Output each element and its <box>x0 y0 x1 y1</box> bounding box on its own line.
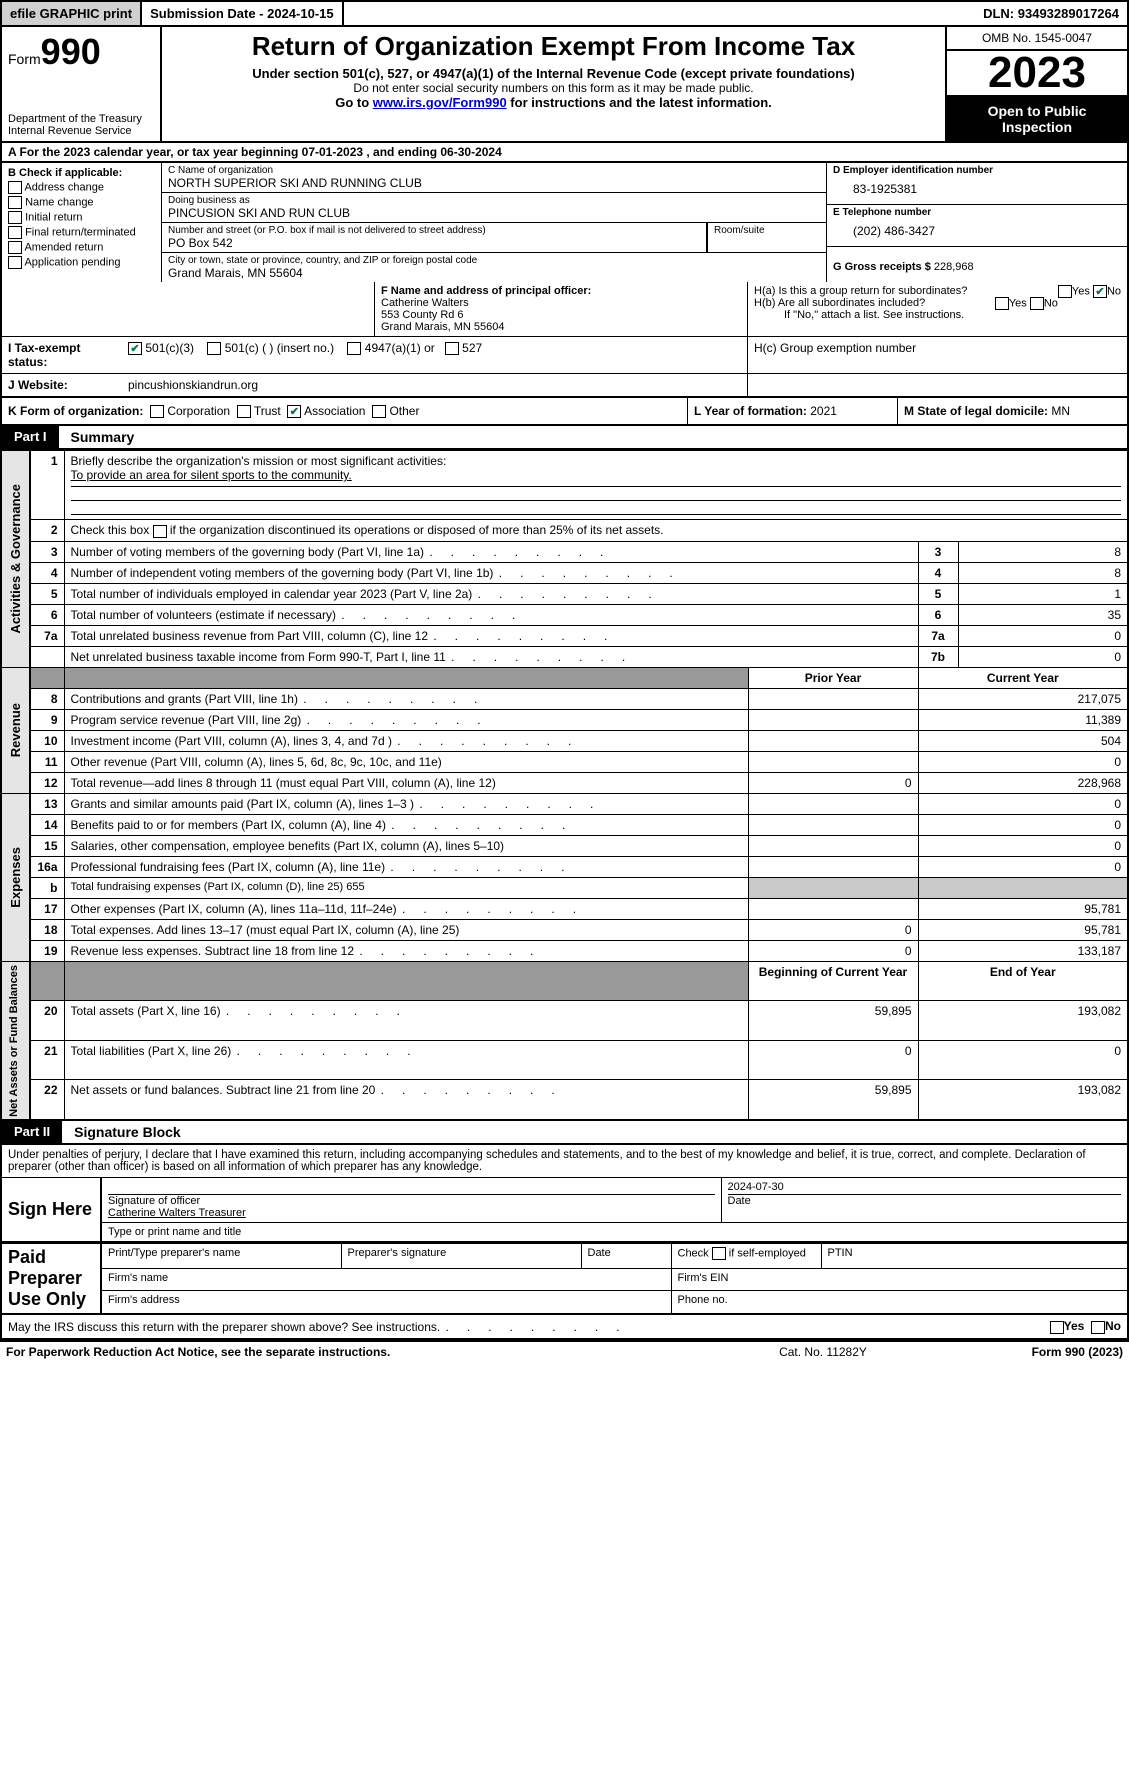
form-subtitle-2: Do not enter social security numbers on … <box>170 81 937 95</box>
form-ref: Form 990 (2023) <box>923 1345 1123 1359</box>
irs-link[interactable]: www.irs.gov/Form990 <box>373 95 507 110</box>
dln: DLN: 93493289017264 <box>975 2 1127 25</box>
chk-corp[interactable] <box>150 405 164 418</box>
hdr-prior-year: Prior Year <box>748 667 918 688</box>
firm-phone: Phone no. <box>671 1291 1128 1315</box>
ein-cell: D Employer identification number 83-1925… <box>827 163 1127 205</box>
chk-application-pending[interactable]: Application pending <box>8 256 155 269</box>
chk-final-return[interactable]: Final return/terminated <box>8 226 155 239</box>
sign-here-block: Sign Here Signature of officer Catherine… <box>0 1177 1129 1243</box>
chk-line2[interactable] <box>153 525 167 538</box>
preparer-ptin: PTIN <box>821 1244 1128 1268</box>
form-header: Form990 Department of the Treasury Inter… <box>0 27 1129 143</box>
side-netassets: Net Assets or Fund Balances <box>8 965 20 1117</box>
gross-receipts-cell: G Gross receipts $ 228,968 <box>827 247 1127 275</box>
city-cell: City or town, state or province, country… <box>162 253 827 282</box>
efile-print-button[interactable]: efile GRAPHIC print <box>2 2 142 25</box>
side-activities: Activities & Governance <box>8 484 23 634</box>
chk-501c[interactable] <box>207 342 221 355</box>
row-a-tax-year: A For the 2023 calendar year, or tax yea… <box>0 143 1129 163</box>
firm-ein: Firm's EIN <box>671 1268 1128 1291</box>
officer-addr1: 553 County Rd 6 <box>381 309 741 321</box>
hdr-begin-year: Beginning of Current Year <box>748 961 918 1001</box>
form-link-line: Go to www.irs.gov/Form990 for instructio… <box>170 95 937 110</box>
chk-discuss-yes[interactable] <box>1050 1321 1064 1334</box>
row-klm: K Form of organization: Corporation Trus… <box>0 397 1129 426</box>
perjury-statement: Under penalties of perjury, I declare th… <box>0 1145 1129 1177</box>
footer: For Paperwork Reduction Act Notice, see … <box>0 1340 1129 1362</box>
year-formation: L Year of formation: 2021 <box>687 398 897 424</box>
part-2-header: Part II Signature Block <box>0 1121 1129 1145</box>
part-1-header: Part I Summary <box>0 426 1129 450</box>
paperwork-notice: For Paperwork Reduction Act Notice, see … <box>6 1345 723 1359</box>
phone-cell: E Telephone number (202) 486-3427 <box>827 205 1127 247</box>
state-domicile: M State of legal domicile: MN <box>897 398 1127 424</box>
chk-initial-return[interactable]: Initial return <box>8 211 155 224</box>
chk-other[interactable] <box>372 405 386 418</box>
form-subtitle-1: Under section 501(c), 527, or 4947(a)(1)… <box>170 66 937 81</box>
chk-assoc[interactable] <box>287 405 301 418</box>
preparer-self-employed: Check if self-employed <box>671 1244 821 1268</box>
chk-discuss-no[interactable] <box>1091 1321 1105 1334</box>
preparer-date: Date <box>581 1244 671 1268</box>
line-1-label: Briefly describe the organization's miss… <box>71 454 1122 468</box>
officer-addr2: Grand Marais, MN 55604 <box>381 321 741 333</box>
sig-officer-name: Catherine Walters Treasurer <box>108 1207 715 1219</box>
officer-name: Catherine Walters <box>381 297 741 309</box>
h-b: H(b) Are all subordinates included? Yes … <box>754 297 1121 309</box>
top-bar: efile GRAPHIC print Submission Date - 20… <box>0 0 1129 27</box>
h-a: H(a) Is this a group return for subordin… <box>754 285 1121 297</box>
dept-treasury: Department of the Treasury Internal Reve… <box>8 113 154 137</box>
sig-date-label: Date <box>728 1195 1122 1207</box>
row-j: J Website: pincushionskiandrun.org <box>0 374 1129 397</box>
h-b-note: If "No," attach a list. See instructions… <box>754 309 1121 321</box>
website-link[interactable]: pincushionskiandrun.org <box>122 374 747 396</box>
chk-address-change[interactable]: Address change <box>8 181 155 194</box>
row-i: I Tax-exempt status: 501(c)(3) 501(c) ( … <box>0 337 1129 374</box>
discuss-line: May the IRS discuss this return with the… <box>0 1315 1129 1339</box>
street-cell: Number and street (or P.O. box if mail i… <box>162 223 707 253</box>
org-name-cell: C Name of organization NORTH SUPERIOR SK… <box>162 163 827 193</box>
hdr-current-year: Current Year <box>918 667 1128 688</box>
sig-date: 2024-07-30 <box>728 1181 1122 1195</box>
chk-name-change[interactable]: Name change <box>8 196 155 209</box>
box-b-title: B Check if applicable: <box>8 167 155 179</box>
paid-preparer-label: Paid Preparer Use Only <box>1 1244 101 1315</box>
sign-here-label: Sign Here <box>1 1178 101 1243</box>
room-cell: Room/suite <box>707 223 827 253</box>
block-bcdeg: B Check if applicable: Address change Na… <box>0 163 1129 282</box>
chk-4947[interactable] <box>347 342 361 355</box>
dba-cell: Doing business as PINCUSION SKI AND RUN … <box>162 193 827 223</box>
sig-officer-label: Signature of officer <box>108 1195 715 1207</box>
chk-trust[interactable] <box>237 405 251 418</box>
row-fh: F Name and address of principal officer:… <box>0 282 1129 337</box>
submission-date: Submission Date - 2024-10-15 <box>142 2 344 25</box>
h-c: H(c) Group exemption number <box>747 337 1127 373</box>
side-revenue: Revenue <box>8 703 23 757</box>
open-public-inspection: Open to Public Inspection <box>947 97 1127 141</box>
summary-table: Activities & Governance 1 Briefly descri… <box>0 450 1129 1121</box>
cat-no: Cat. No. 11282Y <box>723 1345 923 1359</box>
type-print-label: Type or print name and title <box>101 1223 1128 1243</box>
form-title: Return of Organization Exempt From Incom… <box>170 31 937 62</box>
line-1-text: To provide an area for silent sports to … <box>71 468 1122 482</box>
line-2: Check this box if the organization disco… <box>64 520 1128 541</box>
chk-527[interactable] <box>445 342 459 355</box>
preparer-sig: Preparer's signature <box>341 1244 581 1268</box>
paid-preparer-block: Paid Preparer Use Only Print/Type prepar… <box>0 1243 1129 1315</box>
form-number: Form990 <box>8 31 154 73</box>
firm-name: Firm's name <box>101 1268 671 1291</box>
chk-amended-return[interactable]: Amended return <box>8 241 155 254</box>
preparer-name: Print/Type preparer's name <box>101 1244 341 1268</box>
firm-address: Firm's address <box>101 1291 671 1315</box>
chk-self-employed[interactable] <box>712 1247 726 1260</box>
tax-year: 2023 <box>947 51 1127 97</box>
chk-501c3[interactable] <box>128 342 142 355</box>
hdr-end-year: End of Year <box>918 961 1128 1001</box>
side-expenses: Expenses <box>8 847 23 908</box>
